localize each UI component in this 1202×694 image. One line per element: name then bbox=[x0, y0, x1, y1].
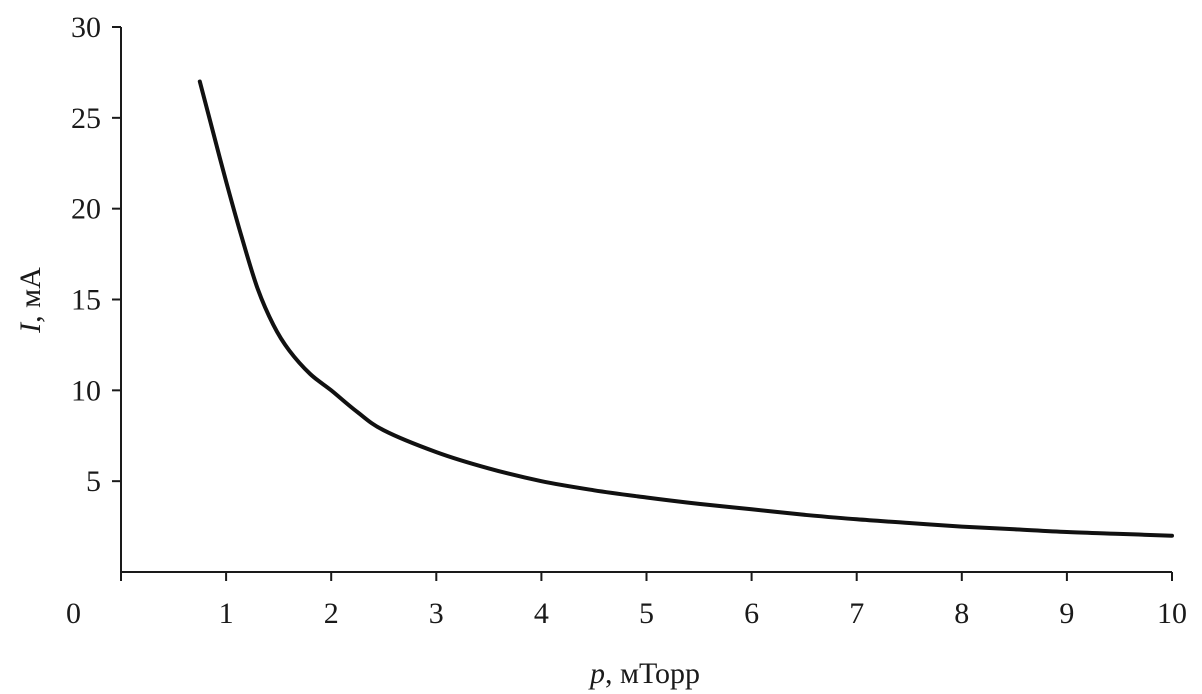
y-tick-label-25: 25 bbox=[71, 102, 101, 135]
y-tick-label-20: 20 bbox=[71, 193, 101, 226]
y-tick-label-30: 30 bbox=[71, 11, 101, 44]
x-tick-label-2: 2 bbox=[324, 597, 339, 630]
x-axis-ticks: 0 1 2 3 4 5 6 7 8 9 10 bbox=[66, 572, 1187, 630]
x-axis-unit: , мТорр bbox=[605, 657, 700, 690]
x-tick-label-8: 8 bbox=[954, 597, 969, 630]
y-axis-variable: I bbox=[14, 321, 47, 334]
x-tick-label-7: 7 bbox=[849, 597, 864, 630]
y-axis-unit: , мА bbox=[14, 267, 47, 323]
x-tick-label-4: 4 bbox=[534, 597, 549, 630]
y-axis-title: I, мА bbox=[14, 267, 47, 334]
x-tick-label-9: 9 bbox=[1059, 597, 1074, 630]
series-layer bbox=[197, 79, 1174, 538]
x-tick-label-6: 6 bbox=[744, 597, 759, 630]
x-tick-label-3: 3 bbox=[429, 597, 444, 630]
series-line-0 bbox=[197, 79, 1174, 538]
y-axis-ticks: 5 10 15 20 25 30 bbox=[71, 11, 121, 498]
y-tick-label-10: 10 bbox=[71, 374, 101, 407]
x-tick-label-0: 0 bbox=[66, 597, 81, 630]
x-axis-variable: p bbox=[588, 657, 605, 690]
x-axis-title: p, мТорр bbox=[588, 657, 700, 690]
y-tick-label-5: 5 bbox=[86, 465, 101, 498]
x-tick-label-1: 1 bbox=[219, 597, 234, 630]
y-tick-label-15: 15 bbox=[71, 284, 101, 317]
x-tick-label-5: 5 bbox=[639, 597, 654, 630]
x-tick-label-10: 10 bbox=[1157, 597, 1187, 630]
